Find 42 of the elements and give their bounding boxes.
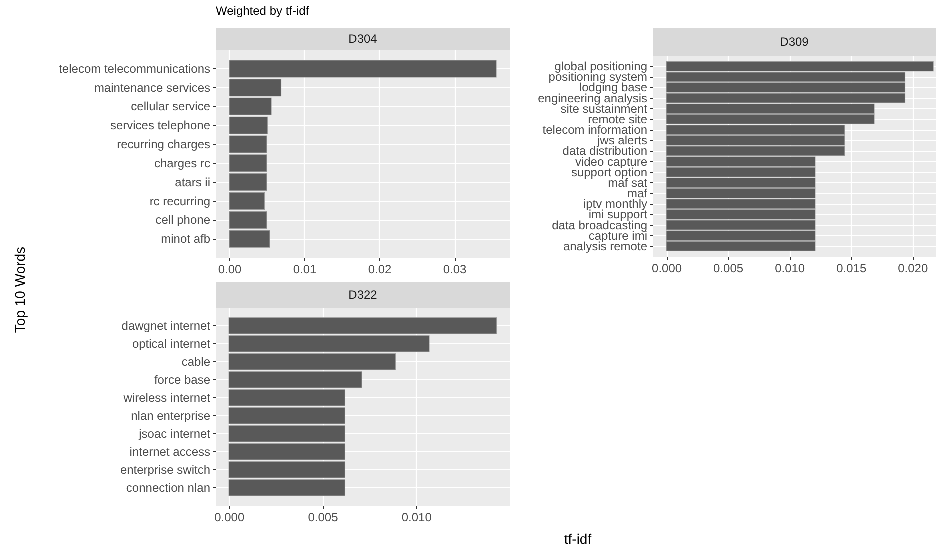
chart-title: D309 bbox=[653, 28, 936, 56]
y-tick-label: enterprise switch bbox=[120, 463, 210, 477]
x-tick-label: 0.01 bbox=[293, 262, 317, 276]
y-tick-label: internet access bbox=[130, 445, 210, 459]
x-tick-label: 0.000 bbox=[214, 510, 245, 524]
y-tick-label: video capture bbox=[575, 154, 648, 169]
x-tick-label: 0.010 bbox=[402, 510, 432, 524]
x-tick-label: 0.00 bbox=[218, 262, 242, 276]
y-tick-label: global positioning bbox=[554, 60, 648, 74]
y-tick-label: remote site bbox=[588, 112, 648, 126]
y-tick-label: force base bbox=[154, 373, 211, 387]
x-tick-label: 0.000 bbox=[652, 262, 682, 276]
y-tick-label: rc recurring bbox=[150, 194, 210, 208]
y-axis-title: Top 10 Words bbox=[12, 246, 28, 334]
x-tick-label: 0.010 bbox=[775, 262, 806, 276]
x-tick-label: 0.020 bbox=[898, 262, 928, 276]
text: Weighted by tf-idf bbox=[216, 4, 310, 18]
y-tick-label: optical internet bbox=[132, 337, 212, 351]
y-tick-label: connection nlan bbox=[126, 481, 210, 495]
y-tick-label: iptv monthly bbox=[583, 197, 648, 212]
y-tick-label: recurring charges bbox=[117, 138, 210, 152]
chart-title: D322 bbox=[216, 282, 510, 308]
y-tick-label: cell phone bbox=[156, 213, 211, 228]
y-tick-label: cable bbox=[182, 355, 211, 369]
y-tick-label: charges rc bbox=[154, 156, 210, 170]
y-tick-label: cellular service bbox=[131, 100, 211, 114]
x-tick-label: 0.005 bbox=[714, 262, 744, 276]
y-tick-label: dawgnet internet bbox=[122, 319, 212, 333]
y-tick-label: telecom telecommunications bbox=[59, 62, 210, 76]
y-tick-label: atars ii bbox=[175, 175, 210, 190]
x-tick-label: 0.02 bbox=[368, 262, 392, 276]
x-tick-label: 0.005 bbox=[308, 510, 339, 524]
x-axis-title: tf-idf bbox=[564, 531, 592, 547]
y-tick-label: wireless internet bbox=[122, 391, 212, 405]
y-tick-label: nlan enterprise bbox=[131, 409, 211, 423]
x-tick-label: 0.03 bbox=[443, 262, 467, 276]
y-tick-label: services telephone bbox=[110, 118, 211, 133]
x-tick-label: 0.015 bbox=[836, 262, 867, 276]
y-tick-label: maintenance services bbox=[94, 80, 210, 95]
y-tick-label: jsoac internet bbox=[138, 427, 212, 441]
y-tick-label: minot afb bbox=[161, 232, 211, 246]
chart-title: D304 bbox=[216, 28, 510, 50]
